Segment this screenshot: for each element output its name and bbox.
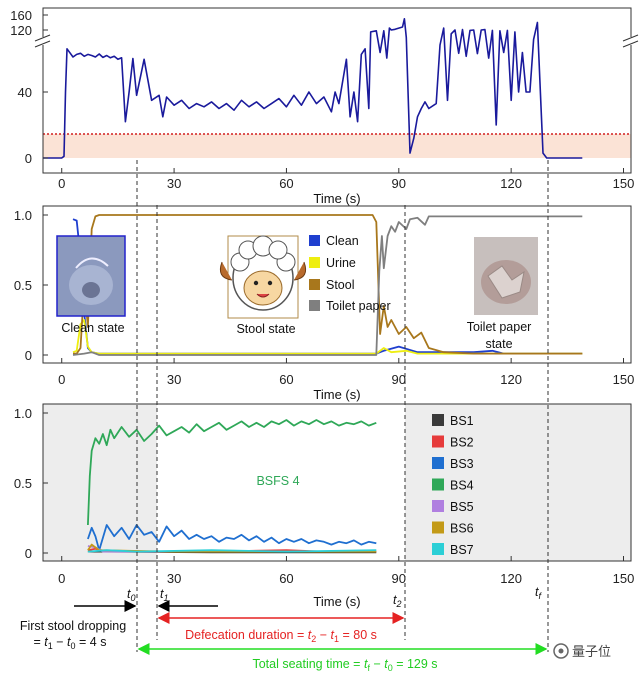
legend-swatch <box>432 414 444 426</box>
x-tick-label: 120 <box>500 176 522 191</box>
legend-bs7: BS7 <box>450 543 474 557</box>
toilet-paper-state-label: Toilet paper <box>467 320 532 334</box>
axis-break-mark <box>622 40 639 48</box>
x-tick-label: 150 <box>613 176 635 191</box>
legend-swatch <box>432 457 444 469</box>
toilet-paper-state-label-2: state <box>485 337 512 351</box>
x-tick-label: 0 <box>58 372 65 387</box>
series-line-toilet-paper <box>72 215 583 356</box>
x-tick-label: 30 <box>167 176 181 191</box>
clean-state-photo <box>56 235 126 317</box>
t1-label: t1 <box>160 587 169 603</box>
classification-legend: Clean Urine Stool Toilet paper <box>309 234 391 313</box>
x-tick-label: 90 <box>392 571 406 586</box>
threshold-band <box>43 134 631 158</box>
toilet-paper-photo <box>474 237 538 315</box>
x-tick-label: 30 <box>167 571 181 586</box>
y-tick-label: 120 <box>10 23 32 38</box>
first-stool-label: First stool dropping <box>20 619 126 633</box>
y-tick-label: 0.5 <box>14 278 32 293</box>
x-tick-label: 90 <box>392 372 406 387</box>
bsfs-legend: BS1 BS2 BS3 BS4 BS5 BS6 BS7 <box>432 414 474 557</box>
pressure-series-line <box>43 17 583 159</box>
stool-state-cartoon <box>219 235 307 319</box>
time-markers <box>136 160 549 652</box>
legend-stool: Stool <box>326 278 355 292</box>
x-tick-label: 150 <box>613 571 635 586</box>
watermark: 量子位 <box>553 643 611 659</box>
x-tick-label: 60 <box>279 571 293 586</box>
seating-label: Total seating time = tf − t0 = 129 s <box>252 657 437 673</box>
legend-swatch <box>432 435 444 448</box>
first-stool-equation: = t1 − t0 = 4 s <box>34 635 107 651</box>
y-tick-label: 160 <box>10 8 32 23</box>
series-line-bs4 <box>87 419 377 526</box>
axis-break-mark <box>34 40 51 48</box>
axis-break-mark <box>622 34 639 42</box>
bsfs4-annotation: BSFS 4 <box>256 474 299 488</box>
legend-clean: Clean <box>326 234 359 248</box>
legend-bs6: BS6 <box>450 522 474 536</box>
watermark-logo-icon <box>553 643 569 659</box>
x-tick-label: 120 <box>500 372 522 387</box>
legend-bs3: BS3 <box>450 457 474 471</box>
y-tick-label: 0 <box>25 348 32 363</box>
legend-swatch <box>432 543 444 555</box>
bsfs-shaded-left <box>43 404 157 561</box>
legend-urine: Urine <box>326 256 356 270</box>
x-tick-label: 90 <box>392 176 406 191</box>
series-line-urine <box>72 319 583 355</box>
x-tick-label: 60 <box>279 176 293 191</box>
series-line-bs3 <box>87 524 377 552</box>
stool-state-label: Stool state <box>236 322 295 336</box>
classification-panel: 1.0 0.5 0 0 30 60 90 120 150 Time (s) Clean s… <box>14 205 635 402</box>
x-tick-label: 30 <box>167 372 181 387</box>
x-axis-label: Time (s) <box>313 594 360 609</box>
x-axis-label: Time (s) <box>313 387 360 402</box>
x-tick-label: 60 <box>279 372 293 387</box>
pressure-panel: 160 120 40 0 0 30 60 90 120 150 Time (s) <box>10 7 639 206</box>
x-tick-label: 0 <box>58 176 65 191</box>
x-tick-label: 120 <box>500 571 522 586</box>
legend-swatch <box>432 521 444 534</box>
x-axis-label: Time (s) <box>313 191 360 206</box>
watermark-text: 量子位 <box>572 644 611 659</box>
y-tick-label: 40 <box>18 85 32 100</box>
tf-label: tf <box>535 585 542 601</box>
legend-bs5: BS5 <box>450 500 474 514</box>
pressure-plot-frame <box>42 7 632 174</box>
legend-swatch <box>432 500 444 512</box>
bsfs-panel: 1.0 0.5 0 0 30 60 90 120 150 Time (s) BSFS 4 … <box>14 403 635 609</box>
legend-bs2: BS2 <box>450 436 474 450</box>
clean-state-label: Clean state <box>61 321 124 335</box>
defecation-label: Defecation duration = t2 − t1 = 80 s <box>185 628 377 644</box>
t2-label: t2 <box>393 593 402 609</box>
x-tick-label: 150 <box>613 372 635 387</box>
axis-break-mark <box>34 34 51 42</box>
legend-swatch <box>432 478 444 491</box>
legend-toilet-paper: Toilet paper <box>326 299 391 313</box>
series-line-bs7 <box>87 549 377 553</box>
y-tick-label: 0 <box>25 546 32 561</box>
y-tick-label: 1.0 <box>14 208 32 223</box>
legend-bs4: BS4 <box>450 479 474 493</box>
y-tick-label: 0 <box>25 151 32 166</box>
y-tick-label: 1.0 <box>14 406 32 421</box>
legend-bs1: BS1 <box>450 414 474 428</box>
x-tick-label: 0 <box>58 571 65 586</box>
y-tick-label: 0.5 <box>14 476 32 491</box>
t0-label: t0 <box>127 587 136 603</box>
